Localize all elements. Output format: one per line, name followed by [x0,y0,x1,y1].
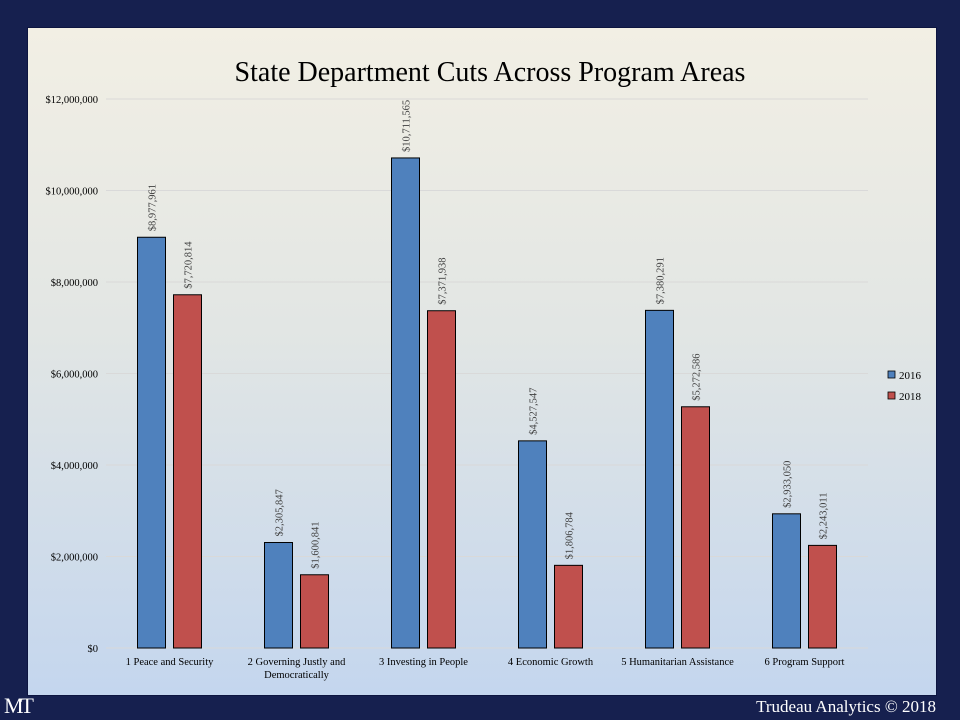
chart-title: State Department Cuts Across Program Are… [235,57,746,88]
legend-label: 2016 [899,370,922,382]
bar-2018 [681,406,710,649]
x-tick-label: 1 Peace and Security [126,657,215,668]
bar-2016 [391,157,420,649]
bar-chart: State Department Cuts Across Program Are… [46,57,922,681]
bar-2016 [137,236,166,649]
x-tick-label: 6 Program Support [765,657,845,668]
data-label: $2,305,847 [275,489,286,536]
logo: MT [4,693,34,718]
bar-2018 [554,564,583,649]
bar-2018 [427,310,456,649]
y-tick-label: $8,000,000 [51,278,98,289]
data-label: $8,977,961 [148,184,159,231]
y-tick-label: $12,000,000 [46,95,99,106]
copyright-text: Trudeau Analytics © 2018 [756,697,936,716]
chart-panel: State Department Cuts Across Program Are… [27,27,937,696]
bar-2018 [300,574,329,649]
data-label: $1,600,841 [311,522,322,569]
legend-label: 2018 [899,391,922,403]
bar-2018 [808,544,837,649]
data-label: $2,933,050 [783,461,794,508]
y-tick-label: $2,000,000 [51,553,98,564]
x-tick-label: 5 Humanitarian Assistance [621,657,734,668]
bar-2016 [645,309,674,649]
x-tick-label: 3 Investing in People [379,657,468,668]
bar-2016 [264,542,293,649]
y-tick-label: $6,000,000 [51,370,98,381]
x-tick-label: 4 Economic Growth [508,657,594,668]
x-tick-label: 2 Governing Justly and Democratically [248,657,346,681]
data-label: $1,806,784 [565,511,576,559]
bar-2018 [173,294,202,649]
legend-swatch-2016 [887,370,896,379]
data-label: $4,527,547 [529,388,540,435]
data-label: $5,272,586 [692,354,703,401]
data-label: $2,243,011 [819,493,830,540]
bar-2016 [772,513,801,649]
data-label: $7,380,291 [656,257,667,304]
y-tick-label: $10,000,000 [46,187,99,198]
y-tick-label: $4,000,000 [51,461,98,472]
y-tick-label: $0 [88,644,99,655]
legend-swatch-2018 [887,391,896,400]
data-label: $10,711,565 [402,100,413,152]
data-label: $7,371,938 [438,257,449,304]
bar-2016 [518,440,547,649]
data-label: $7,720,814 [184,241,195,289]
